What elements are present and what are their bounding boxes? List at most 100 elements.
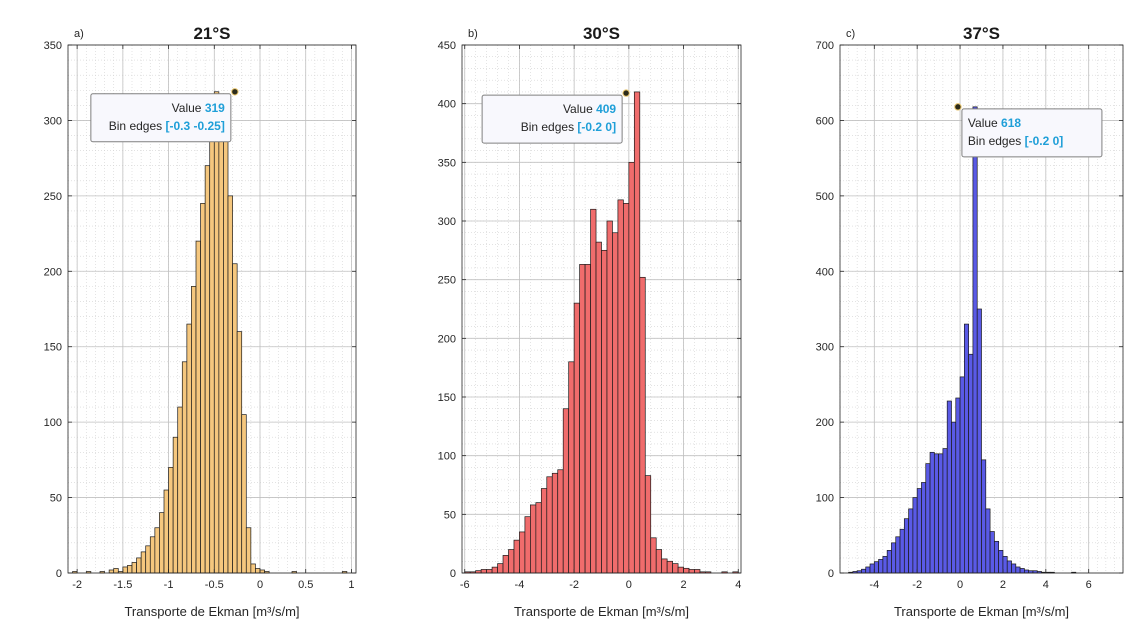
histogram-bar [895,536,901,574]
data-tip-edges-row: Bin edges [-0.2 0] [968,134,1063,148]
histogram-bar [650,537,657,574]
histogram-bar [976,308,982,574]
histogram-bar [159,512,165,574]
y-tick-label: 150 [438,392,456,404]
y-tick-label: 200 [816,417,834,429]
x-tick-label: 0 [957,579,963,591]
histogram-bar [628,161,635,574]
y-tick-label: 500 [816,191,834,203]
y-tick-label: 600 [816,115,834,127]
histogram-bar [959,376,965,574]
histogram-bar [998,550,1004,574]
histogram-bar [127,565,133,574]
histogram-bar [241,414,247,574]
data-tip-value: 319 [205,101,225,115]
y-tick-label: 300 [816,342,834,354]
data-tip-marker[interactable] [954,103,962,111]
y-tick-label: 0 [450,568,456,580]
data-tip[interactable]: Value 319 Bin edges [-0.3 -0.25] [90,88,239,143]
histogram-bar [204,165,211,574]
histogram-bar [938,453,944,574]
data-tip-edges: [-0.3 -0.25] [165,119,224,133]
x-tick-label: 4 [1043,579,1049,591]
x-axis-label: Transporte de Ekman [m³/s/m] [894,604,1069,619]
histogram-bar [921,482,927,574]
histogram-bar [601,249,608,574]
data-tip[interactable]: Value 409 Bin edges [-0.2 0] [481,89,630,144]
histogram-bar [677,566,684,574]
y-tick-label: 700 [816,40,834,52]
x-tick-label: -2 [569,579,579,591]
histogram-bar [981,459,987,574]
histogram-bar [1024,569,1030,574]
histogram-bar [1011,563,1017,574]
histogram-bar [972,106,978,574]
histogram-bar [878,559,884,574]
x-tick-label: 0.5 [298,579,313,591]
data-tip[interactable]: Value 618 Bin edges [-0.2 0] [954,103,1103,158]
histogram-bar [213,91,220,574]
y-tick-label: 300 [44,115,62,127]
histogram-bar [912,497,918,574]
histogram-bar [694,569,701,574]
data-tip-value-label: Value [968,116,1001,130]
histogram-bar [255,568,261,574]
data-tip-marker[interactable] [231,88,239,96]
histogram-bar [873,561,879,574]
histogram-bar [1015,566,1021,574]
histogram-bar [168,467,174,574]
y-tick-label: 50 [50,493,62,505]
histogram-bar [639,276,646,574]
histogram-bar [177,406,183,574]
histogram-bar [989,531,995,574]
histogram-bar [551,472,559,574]
histogram-bar [191,286,197,574]
histogram-bar [245,527,252,574]
histogram-bar [236,331,243,574]
y-tick-label: 250 [438,275,456,287]
data-tip-value: 409 [596,102,616,116]
y-tick-label: 400 [816,266,834,278]
data-tip-marker[interactable] [622,89,630,97]
histogram-bar [861,568,867,574]
histogram-bar [683,567,690,574]
x-tick-label: 6 [1086,579,1092,591]
chart-title: 21°S [193,24,230,43]
x-tick-label: -4 [515,579,525,591]
histogram-bar [886,550,892,574]
x-axis-label: Transporte de Ekman [m³/s/m] [124,604,299,619]
histogram-bar [480,569,487,574]
y-tick-label: 100 [44,417,62,429]
histogram-bar [955,397,961,574]
histogram-bar [519,531,526,574]
histogram-bar [963,323,969,574]
histogram-bar [122,566,128,574]
histogram-bar [899,528,905,574]
histogram-bar [606,220,613,574]
histogram-bar [644,475,652,574]
x-tick-label: 4 [735,579,741,591]
y-tick-label: 450 [438,40,456,52]
x-tick-label: 0 [626,579,632,591]
histogram-bar [154,527,160,574]
histogram-bar [942,448,948,574]
histogram-bar [195,240,201,574]
y-tick-label: 100 [816,493,834,505]
x-tick-label: 2 [680,579,686,591]
data-tip-value-label: Value [172,101,205,115]
histogram-bar [666,560,673,574]
histogram-bar [131,562,137,574]
y-tick-label: 300 [438,216,456,228]
x-tick-label: -4 [869,579,879,591]
data-tip-value-label: Value [563,102,596,116]
histogram-bar [209,120,215,574]
y-tick-label: 100 [438,451,456,463]
histogram-bar [929,451,935,574]
panel-label: c) [846,28,855,40]
histogram-bar [623,203,630,574]
histogram-bar [568,361,575,574]
y-tick-label: 250 [44,191,62,203]
histogram-bar [1019,568,1025,574]
histogram-bar [540,488,548,574]
histogram-bar [163,489,169,574]
